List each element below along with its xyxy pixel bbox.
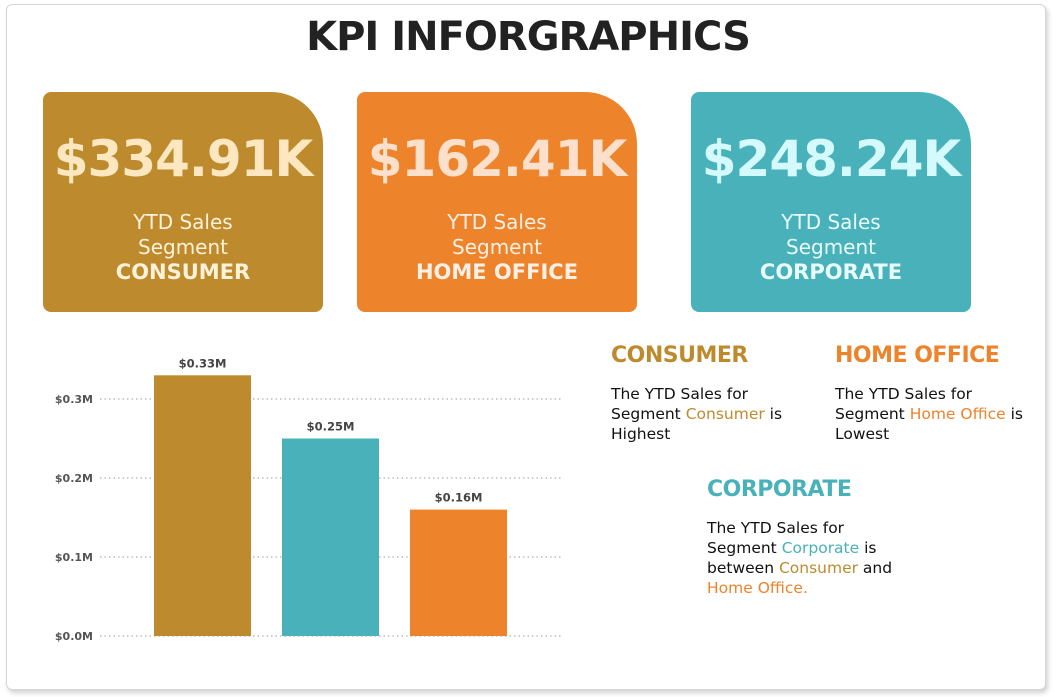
- bar-data-label: $0.33M: [179, 356, 227, 370]
- kpi-label: YTD Sales: [133, 210, 233, 234]
- bar[interactable]: [282, 438, 379, 637]
- note-text: and: [858, 559, 893, 577]
- note-consumer: CONSUMER The YTD Sales for Segment Consu…: [611, 343, 811, 444]
- y-tick-label: $0.1M: [55, 551, 93, 564]
- page-title: KPI INFORGRAPHICS: [306, 14, 751, 60]
- kpi-segment: CONSUMER: [115, 260, 251, 284]
- note-text: The YTD Sales for Segment: [835, 385, 973, 423]
- note-text: is Highest: [611, 405, 783, 443]
- kpi-segment: HOME OFFICE: [415, 260, 579, 284]
- kpi-sublabel: Segment: [138, 235, 228, 259]
- note-highlight: Corporate: [781, 539, 860, 557]
- y-tick-label: $0.0M: [55, 630, 93, 643]
- note-highlight: Home Office.: [707, 579, 808, 597]
- note-text: The YTD Sales for Segment: [707, 519, 845, 557]
- note-highlight: Consumer: [778, 559, 858, 577]
- note-highlight: Home Office: [909, 405, 1006, 423]
- bar[interactable]: [154, 375, 251, 636]
- note-home-office: HOME OFFICE The YTD Sales for Segment Ho…: [835, 343, 1035, 444]
- kpi-value: $162.41K: [367, 130, 627, 188]
- y-tick-label: $0.2M: [55, 472, 93, 485]
- kpi-card-corporate[interactable]: $248.24K YTD Sales Segment CORPORATE: [691, 92, 971, 312]
- sales-bar-chart[interactable]: $0.0M $0.1M $0.2M $0.3M $0.33M $0.25M $0.16M: [0, 330, 590, 660]
- kpi-value: $334.91K: [53, 130, 313, 188]
- kpi-sublabel: Segment: [452, 235, 542, 259]
- bar-data-label: $0.16M: [435, 491, 483, 505]
- kpi-sublabel: Segment: [786, 235, 876, 259]
- kpi-card-home-office[interactable]: $162.41K YTD Sales Segment HOME OFFICE: [357, 92, 637, 312]
- note-text: is Lowest: [835, 405, 1023, 443]
- bar-data-label: $0.25M: [307, 420, 355, 434]
- note-highlight: Consumer: [685, 405, 765, 423]
- kpi-label: YTD Sales: [447, 210, 547, 234]
- y-tick-label: $0.3M: [55, 393, 93, 406]
- kpi-value: $248.24K: [701, 130, 961, 188]
- note-text: The YTD Sales for Segment: [611, 385, 749, 423]
- note-text: is between: [707, 539, 877, 577]
- note-heading: CORPORATE: [707, 477, 852, 502]
- note-heading: HOME OFFICE: [835, 343, 1000, 368]
- kpi-card-consumer[interactable]: $334.91K YTD Sales Segment CONSUMER: [43, 92, 323, 312]
- bar[interactable]: [410, 509, 507, 636]
- note-corporate: CORPORATE The YTD Sales for Segment Corp…: [707, 477, 917, 598]
- note-heading: CONSUMER: [611, 343, 748, 368]
- kpi-label: YTD Sales: [781, 210, 881, 234]
- kpi-segment: CORPORATE: [759, 260, 903, 284]
